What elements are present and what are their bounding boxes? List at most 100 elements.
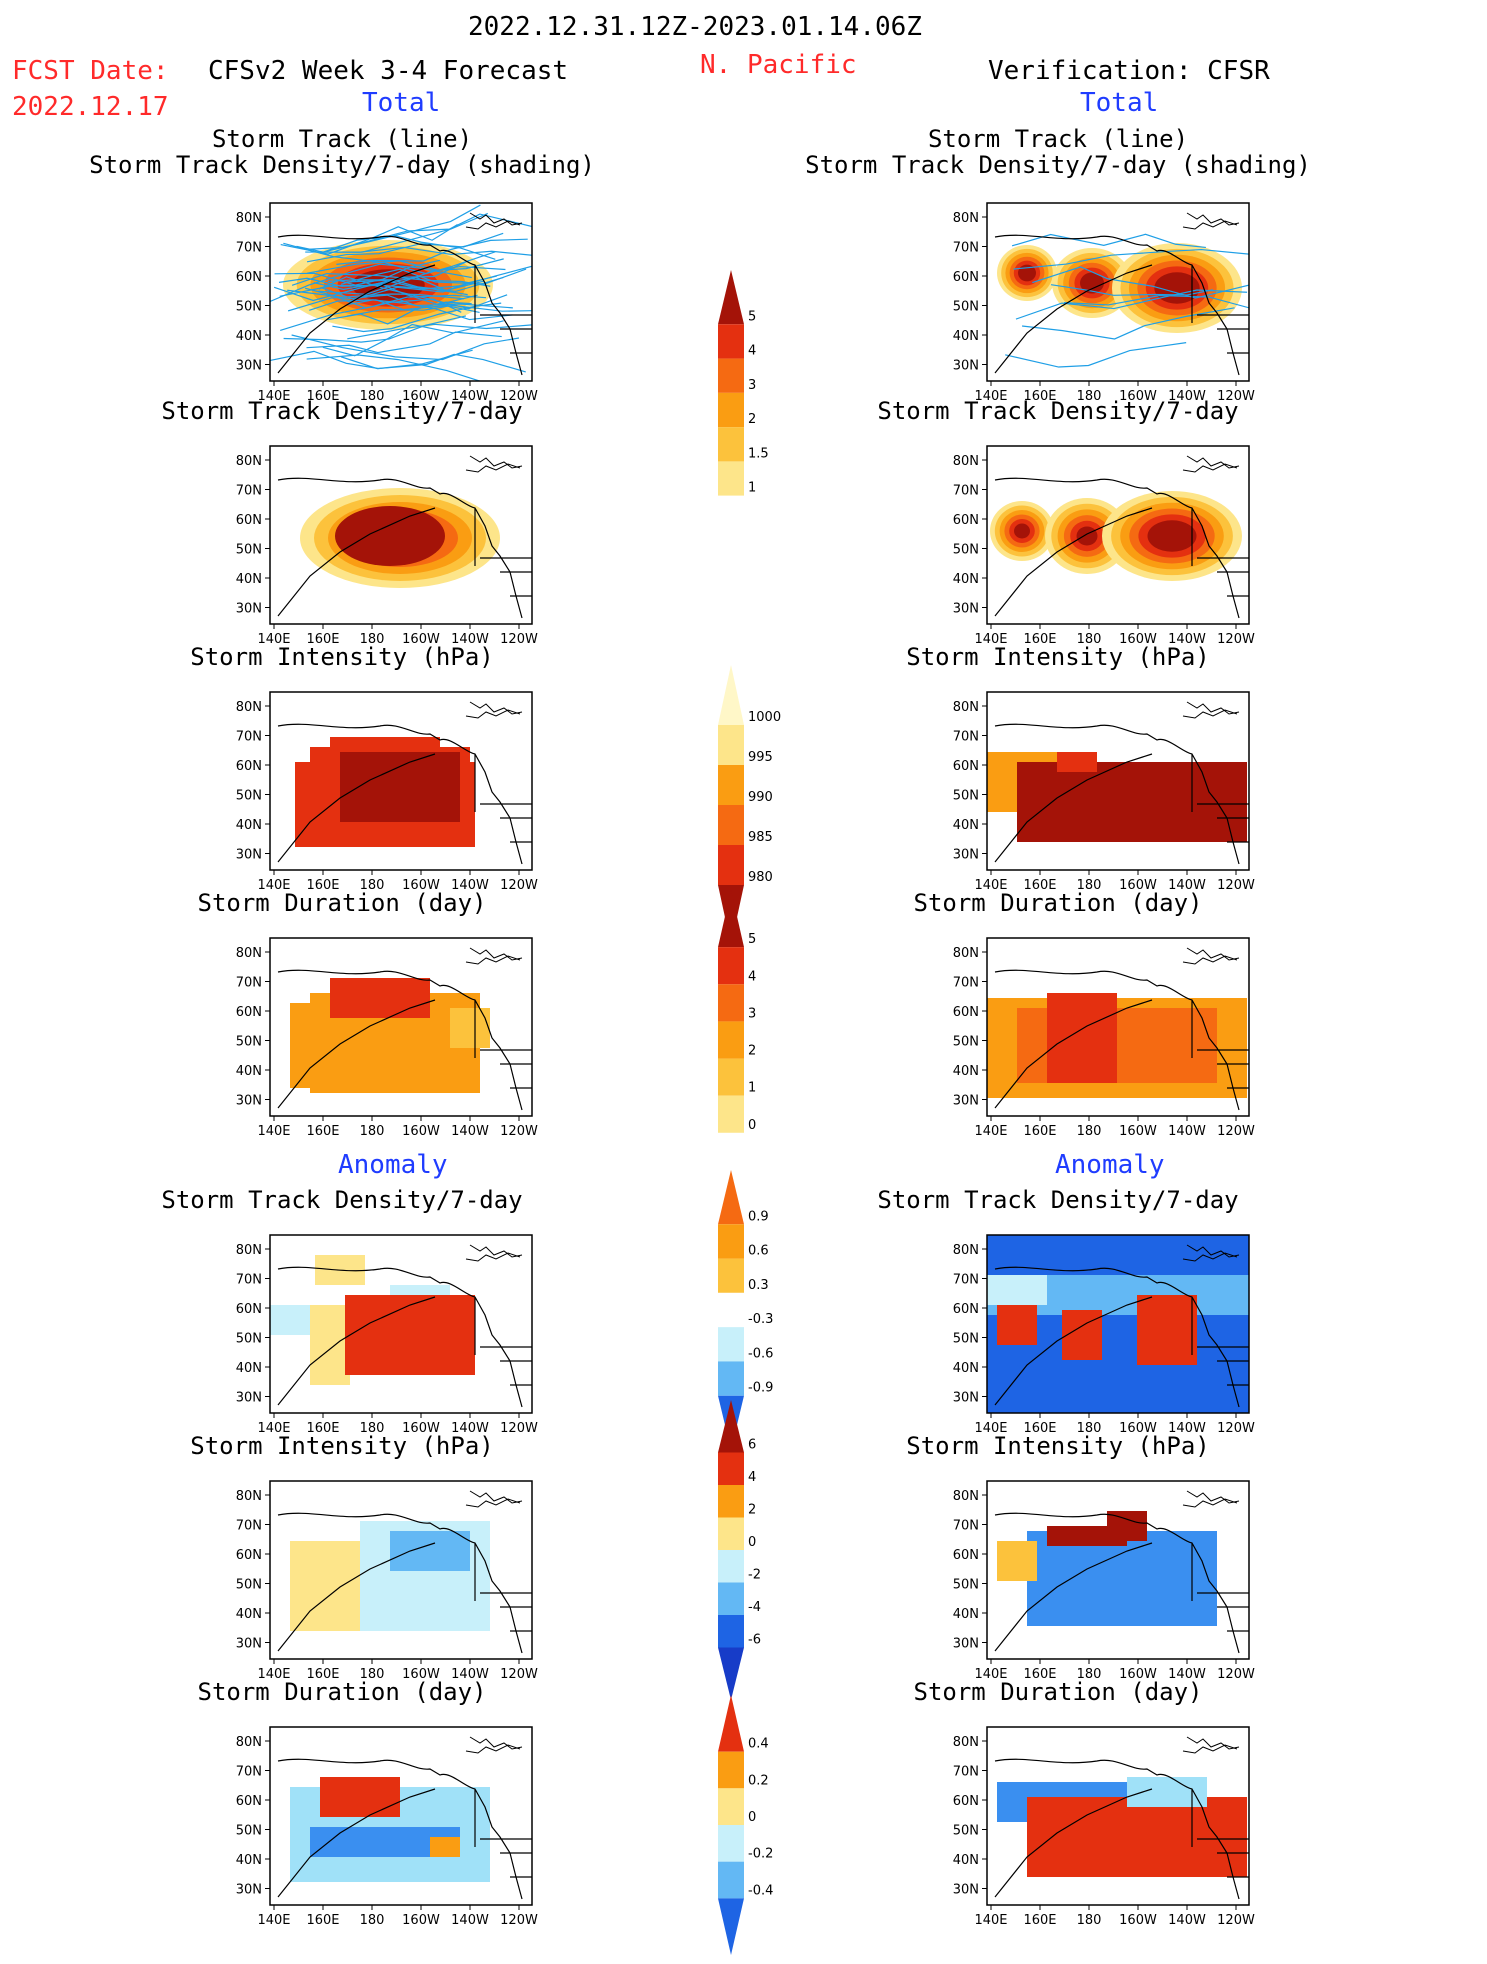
lat-label: 40N xyxy=(953,572,979,587)
lat-label: 40N xyxy=(236,329,262,344)
map-frame xyxy=(269,1234,533,1414)
lat-label: 70N xyxy=(953,1519,979,1534)
title-track-shading-right: Storm Track Density/7-day (shading) xyxy=(805,151,1311,179)
lon-label: 160W xyxy=(1119,389,1157,404)
map-fcst-density: 80N 70N 60N 50N 40N 30N 140E 160E 180 160W 140W 120… xyxy=(220,445,552,654)
lon-label: 160W xyxy=(1119,1913,1157,1928)
arctic-islands xyxy=(1182,455,1240,473)
lat-label: 80N xyxy=(236,1735,262,1750)
region-title: N. Pacific xyxy=(700,50,857,80)
total-label-left: Total xyxy=(362,88,441,118)
shade-cell xyxy=(340,752,460,822)
shade-cell xyxy=(1027,1531,1217,1626)
lon-label: 160E xyxy=(306,1667,339,1682)
shade-blob xyxy=(335,506,445,566)
lon-label: 180 xyxy=(360,1667,385,1682)
lon-label: 180 xyxy=(360,1421,385,1436)
storm-track-line xyxy=(307,258,504,274)
storm-track-line xyxy=(346,299,513,321)
colorbar-density: 5 4 3 2 1.5 1 xyxy=(718,265,788,559)
lon-label: 180 xyxy=(1077,632,1102,647)
storm-track-line xyxy=(347,323,532,340)
title-density-anom-left: Storm Track Density/7-day xyxy=(161,1186,523,1214)
colorbar-segment xyxy=(718,947,744,985)
anomaly-label-right: Anomaly xyxy=(1055,1150,1165,1180)
anomaly-label-left: Anomaly xyxy=(338,1150,448,1180)
shade-cell xyxy=(430,1837,460,1857)
storm-track-line xyxy=(291,334,520,361)
coastline xyxy=(994,723,1249,865)
storm-track-line xyxy=(1022,307,1235,340)
title-duration-left: Storm Duration (day) xyxy=(197,889,487,917)
lon-label: 160W xyxy=(402,1421,440,1436)
lon-label: 140E xyxy=(257,1421,290,1436)
lon-label: 160E xyxy=(1023,878,1056,893)
storm-track-line xyxy=(1013,248,1249,270)
colorbar-segment xyxy=(718,1485,744,1518)
coastline xyxy=(277,1266,532,1408)
colorbar-segment xyxy=(718,1095,744,1133)
colorbar-segment xyxy=(718,1224,744,1259)
lon-label: 140E xyxy=(974,389,1007,404)
shade-blob xyxy=(1080,272,1104,294)
colorbar-cap xyxy=(718,495,744,550)
arctic-islands xyxy=(465,1490,523,1508)
colorbar-label: 1000 xyxy=(748,710,781,725)
map-frame xyxy=(986,691,1250,871)
lon-label: 160W xyxy=(1119,632,1157,647)
colorbar-label: 2 xyxy=(748,1044,756,1059)
colorbar-cap xyxy=(718,1695,744,1752)
lat-label: 70N xyxy=(953,241,979,256)
shade-cell xyxy=(1047,993,1117,1083)
colorbar-label: 990 xyxy=(748,790,773,805)
colorbar-segment xyxy=(718,461,744,496)
arctic-islands xyxy=(1182,1736,1240,1754)
lat-label: 50N xyxy=(236,300,262,315)
colorbar-label: 2 xyxy=(748,1503,756,1518)
lon-label: 120W xyxy=(1217,1913,1255,1928)
lon-label: 160W xyxy=(1119,1421,1157,1436)
arctic-islands xyxy=(465,701,523,719)
lat-label: 30N xyxy=(236,359,262,374)
storm-track-line xyxy=(320,275,497,301)
storm-track-line xyxy=(287,293,464,312)
colorbar-segment xyxy=(718,392,744,428)
map-frame xyxy=(269,1726,533,1906)
lon-label: 160W xyxy=(402,1913,440,1928)
arctic-islands xyxy=(1182,1244,1240,1262)
colorbar-segment xyxy=(718,427,744,462)
lat-label: 30N xyxy=(953,359,979,374)
storm-track-line xyxy=(270,349,473,370)
shade-cell xyxy=(997,1305,1037,1345)
colorbar-segment xyxy=(718,1615,744,1648)
lat-label: 50N xyxy=(953,1332,979,1347)
lat-label: 40N xyxy=(953,329,979,344)
lat-label: 50N xyxy=(236,789,262,804)
storm-track-line xyxy=(318,265,506,295)
lat-label: 70N xyxy=(236,1273,262,1288)
lat-label: 70N xyxy=(236,976,262,991)
shade-cell xyxy=(330,978,430,1018)
coastline xyxy=(994,1512,1249,1654)
colorbar-segment xyxy=(718,1327,744,1362)
lat-label: 40N xyxy=(953,1064,979,1079)
lat-label: 70N xyxy=(236,1765,262,1780)
lat-label: 40N xyxy=(236,1607,262,1622)
lat-label: 60N xyxy=(236,1794,262,1809)
lat-label: 60N xyxy=(953,1548,979,1563)
lat-label: 70N xyxy=(953,730,979,745)
lat-label: 50N xyxy=(953,300,979,315)
colorbar-segment xyxy=(718,765,744,805)
colorbar-label: 0.4 xyxy=(748,1737,769,1752)
colorbar-segment xyxy=(718,1751,744,1789)
lat-label: 40N xyxy=(236,572,262,587)
map-frame xyxy=(269,445,533,625)
storm-track-line xyxy=(270,263,472,303)
lon-label: 120W xyxy=(1217,1667,1255,1682)
lon-label: 160E xyxy=(1023,389,1056,404)
shade-cell xyxy=(310,1305,350,1385)
colorbar-label: 980 xyxy=(748,870,773,885)
lat-label: 40N xyxy=(236,1853,262,1868)
lat-label: 70N xyxy=(953,1765,979,1780)
arctic-islands xyxy=(1182,947,1240,965)
